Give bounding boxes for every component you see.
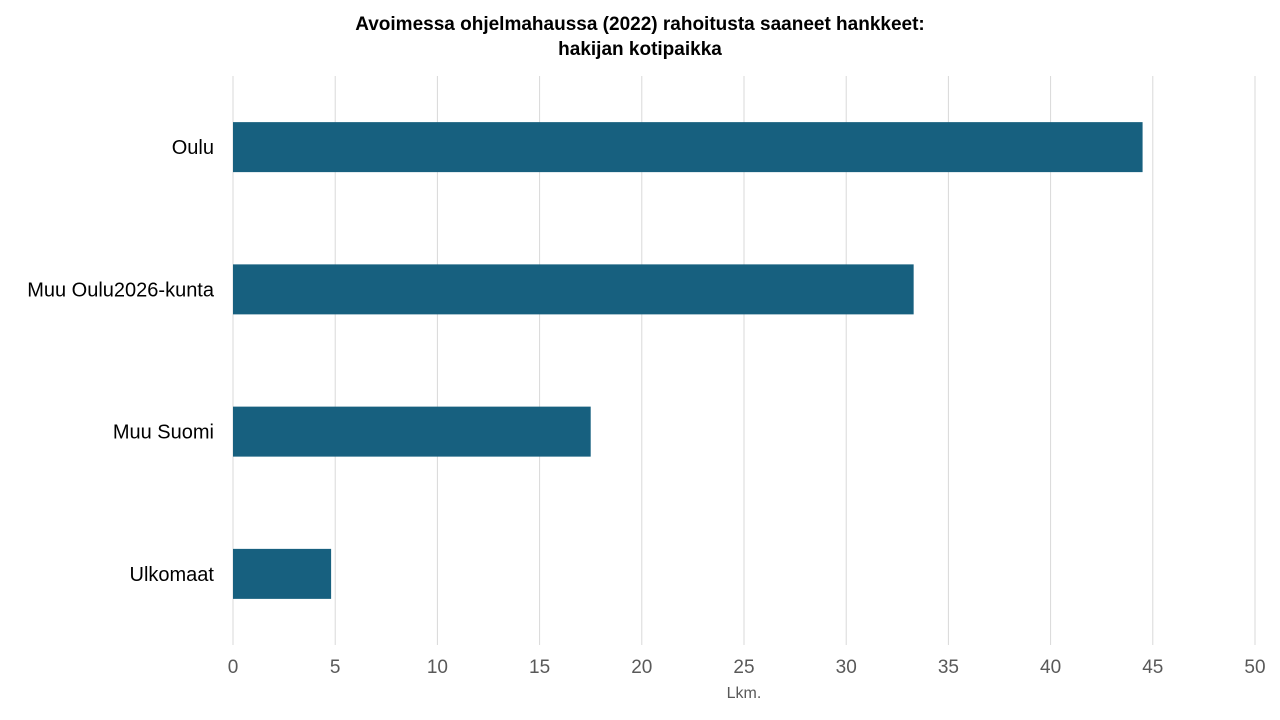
x-tick-labels: 0 5 10 15 20 25 30 35 40 45 50 [228, 657, 1266, 678]
x-tick-label: 25 [733, 657, 754, 678]
x-axis-title: Lkm. [727, 685, 762, 702]
bar-2 [233, 406, 591, 457]
category-label: Oulu [172, 137, 214, 159]
chart-title-line-2: hakijan kotipaikka [558, 39, 722, 60]
x-tick-label: 15 [529, 657, 550, 678]
category-labels: Oulu Muu Oulu2026-kunta Muu Suomi Ulkomaat [27, 137, 215, 586]
category-label: Ulkomaat [130, 564, 215, 586]
category-label: Muu Oulu2026-kunta [27, 279, 215, 301]
chart-title-line-1: Avoimessa ohjelmahaussa (2022) rahoitust… [355, 14, 925, 35]
bar-3 [233, 548, 332, 599]
chart-title: Avoimessa ohjelmahaussa (2022) rahoitust… [0, 12, 1280, 62]
x-tick-label: 5 [330, 657, 341, 678]
x-tick-label: 30 [836, 657, 857, 678]
x-tick-label: 45 [1142, 657, 1163, 678]
x-tick-label: 40 [1040, 657, 1061, 678]
x-tick-label: 0 [228, 657, 239, 678]
bar-1 [233, 264, 914, 315]
bar-0 [233, 122, 1143, 173]
x-tick-label: 35 [938, 657, 959, 678]
x-tick-label: 10 [427, 657, 448, 678]
x-tick-label: 20 [631, 657, 652, 678]
category-label: Muu Suomi [113, 422, 214, 444]
x-tick-label: 50 [1244, 657, 1265, 678]
bars [233, 122, 1143, 599]
